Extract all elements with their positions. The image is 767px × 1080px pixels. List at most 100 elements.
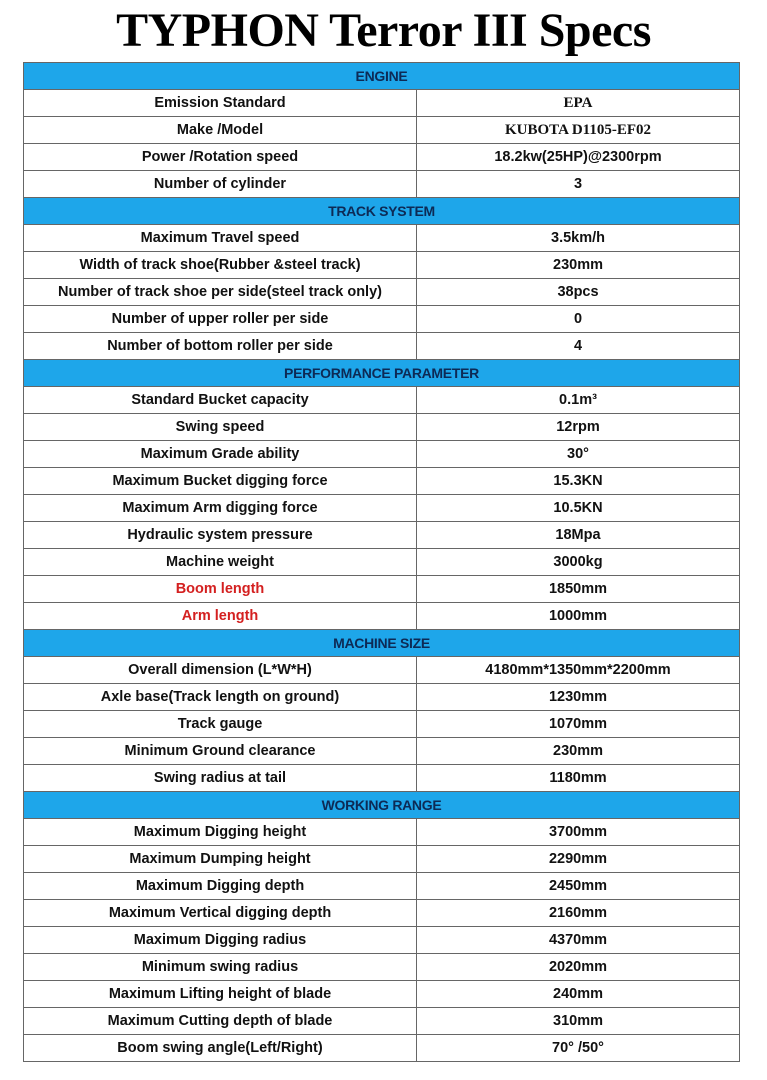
spec-value: 310mm: [416, 1007, 740, 1035]
table-row: Number of bottom roller per side 4: [23, 332, 740, 360]
section-title: ENGINE: [23, 62, 740, 90]
table-row: Maximum Cutting depth of blade 310mm: [23, 1007, 740, 1035]
table-row: Maximum Grade ability 30°: [23, 440, 740, 468]
section-header: PERFORMANCE PARAMETER: [23, 359, 740, 387]
spec-label: Track gauge: [23, 710, 417, 738]
spec-label: Axle base(Track length on ground): [23, 683, 417, 711]
table-row: Number of cylinder 3: [23, 170, 740, 198]
spec-value: 4180mm*1350mm*2200mm: [416, 656, 740, 684]
spec-label: Maximum Arm digging force: [23, 494, 417, 522]
table-row: Overall dimension (L*W*H) 4180mm*1350mm*2…: [23, 656, 740, 684]
table-row: Boom length 1850mm: [23, 575, 740, 603]
spec-label: Maximum Vertical digging depth: [23, 899, 417, 927]
table-row: Width of track shoe(Rubber &steel track)…: [23, 251, 740, 279]
spec-label: Boom swing angle(Left/Right): [23, 1034, 417, 1062]
section-title: TRACK SYSTEM: [23, 197, 740, 225]
table-row: Boom swing angle(Left/Right) 70° /50°: [23, 1034, 740, 1062]
table-row: Emission Standard EPA: [23, 89, 740, 117]
table-row: Number of track shoe per side(steel trac…: [23, 278, 740, 306]
spec-value: 12rpm: [416, 413, 740, 441]
table-row: Swing radius at tail 1180mm: [23, 764, 740, 792]
spec-label: Maximum Dumping height: [23, 845, 417, 873]
section-title: PERFORMANCE PARAMETER: [23, 359, 740, 387]
spec-value: EPA: [416, 89, 740, 117]
table-row: Maximum Bucket digging force 15.3KN: [23, 467, 740, 495]
spec-value: 240mm: [416, 980, 740, 1008]
spec-value: 4370mm: [416, 926, 740, 954]
table-row: Maximum Arm digging force 10.5KN: [23, 494, 740, 522]
spec-label: Maximum Cutting depth of blade: [23, 1007, 417, 1035]
section-title: MACHINE SIZE: [23, 629, 740, 657]
table-row: Standard Bucket capacity 0.1m³: [23, 386, 740, 414]
spec-value: 70° /50°: [416, 1034, 740, 1062]
table-row: Maximum Dumping height 2290mm: [23, 845, 740, 873]
table-row: Maximum Digging depth 2450mm: [23, 872, 740, 900]
table-row: Arm length 1000mm: [23, 602, 740, 630]
spec-value: 1070mm: [416, 710, 740, 738]
spec-value: 3000kg: [416, 548, 740, 576]
table-row: Axle base(Track length on ground) 1230mm: [23, 683, 740, 711]
spec-label: Emission Standard: [23, 89, 417, 117]
spec-label: Overall dimension (L*W*H): [23, 656, 417, 684]
spec-label: Swing speed: [23, 413, 417, 441]
spec-label: Minimum Ground clearance: [23, 737, 417, 765]
spec-value: 1180mm: [416, 764, 740, 792]
spec-value: 3700mm: [416, 818, 740, 846]
spec-value: 10.5KN: [416, 494, 740, 522]
spec-label: Number of upper roller per side: [23, 305, 417, 333]
spec-label: Maximum Bucket digging force: [23, 467, 417, 495]
spec-label: Maximum Travel speed: [23, 224, 417, 252]
spec-value: 1000mm: [416, 602, 740, 630]
spec-value: KUBOTA D1105-EF02: [416, 116, 740, 144]
table-row: Machine weight 3000kg: [23, 548, 740, 576]
spec-label: Power /Rotation speed: [23, 143, 417, 171]
table-row: Swing speed 12rpm: [23, 413, 740, 441]
table-row: Minimum swing radius 2020mm: [23, 953, 740, 981]
spec-label: Arm length: [23, 602, 417, 630]
table-row: Make /Model KUBOTA D1105-EF02: [23, 116, 740, 144]
spec-label: Number of cylinder: [23, 170, 417, 198]
spec-label: Number of track shoe per side(steel trac…: [23, 278, 417, 306]
spec-label: Machine weight: [23, 548, 417, 576]
spec-value: 2450mm: [416, 872, 740, 900]
table-row: Power /Rotation speed 18.2kw(25HP)@2300rp…: [23, 143, 740, 171]
spec-label: Make /Model: [23, 116, 417, 144]
spec-value: 2020mm: [416, 953, 740, 981]
spec-value: 3: [416, 170, 740, 198]
table-row: Minimum Ground clearance 230mm: [23, 737, 740, 765]
spec-value: 1850mm: [416, 575, 740, 603]
spec-label: Maximum Digging height: [23, 818, 417, 846]
page-title: TYPHON Terror III Specs: [116, 4, 651, 57]
section-header: ENGINE: [23, 62, 740, 90]
spec-value: 18.2kw(25HP)@2300rpm: [416, 143, 740, 171]
spec-label: Minimum swing radius: [23, 953, 417, 981]
section-header: TRACK SYSTEM: [23, 197, 740, 225]
table-row: Maximum Travel speed 3.5km/h: [23, 224, 740, 252]
table-row: Maximum Lifting height of blade 240mm: [23, 980, 740, 1008]
section-title: WORKING RANGE: [23, 791, 740, 819]
spec-label: Boom length: [23, 575, 417, 603]
spec-label: Maximum Digging depth: [23, 872, 417, 900]
section-header: WORKING RANGE: [23, 791, 740, 819]
table-row: Track gauge 1070mm: [23, 710, 740, 738]
table-row: Number of upper roller per side 0: [23, 305, 740, 333]
spec-value: 30°: [416, 440, 740, 468]
spec-value: 0: [416, 305, 740, 333]
table-row: Maximum Digging height 3700mm: [23, 818, 740, 846]
spec-value: 1230mm: [416, 683, 740, 711]
spec-value: 2160mm: [416, 899, 740, 927]
spec-value: 230mm: [416, 737, 740, 765]
spec-value: 2290mm: [416, 845, 740, 873]
spec-value: 3.5km/h: [416, 224, 740, 252]
spec-label: Maximum Lifting height of blade: [23, 980, 417, 1008]
spec-label: Hydraulic system pressure: [23, 521, 417, 549]
table-row: Maximum Digging radius 4370mm: [23, 926, 740, 954]
spec-label: Maximum Digging radius: [23, 926, 417, 954]
spec-value: 4: [416, 332, 740, 360]
spec-value: 18Mpa: [416, 521, 740, 549]
table-row: Maximum Vertical digging depth 2160mm: [23, 899, 740, 927]
section-header: MACHINE SIZE: [23, 629, 740, 657]
spec-value: 230mm: [416, 251, 740, 279]
spec-table: ENGINE Emission Standard EPA Make /Model KUB…: [23, 62, 740, 1062]
spec-value: 15.3KN: [416, 467, 740, 495]
